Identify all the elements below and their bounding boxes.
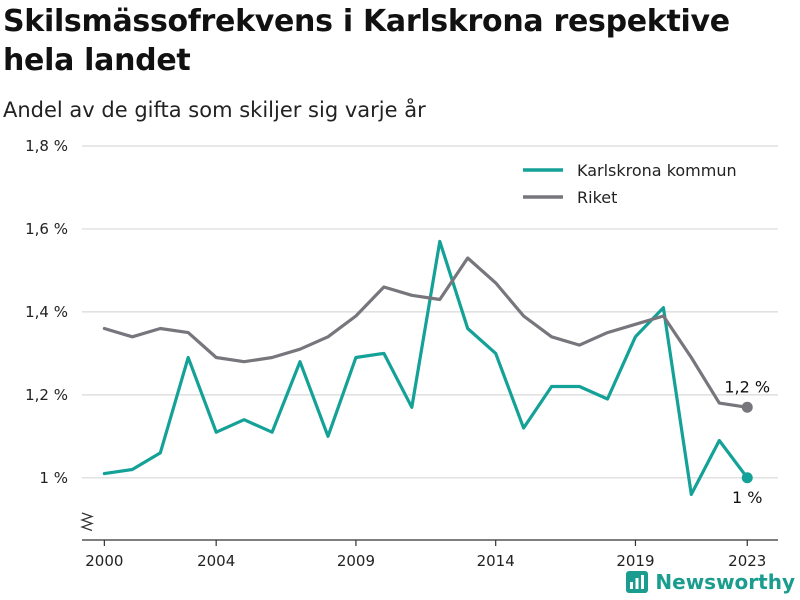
newsworthy-brand: Newsworthy [625,570,795,594]
series-end-marker-0 [741,472,753,484]
y-tick-label: 1,2 % [25,386,68,404]
series-line-0 [102,239,749,496]
y-axis-ticks: 1 % 1,2 % 1,4 % 1,6 % 1,8 % [25,137,68,487]
series-end-label-0: 1 % [732,488,762,507]
series-end-marker-1 [741,401,753,413]
chart-title: Skilsmässofrekvens i Karlskrona respekti… [3,4,730,78]
series-line-1 [102,256,749,409]
series-lines: 1 % 1,2 % [102,239,770,507]
legend-label-0: Karlskrona kommun [577,161,737,180]
chart-subtitle: Andel av de gifta som skiljer sig varje … [3,98,426,122]
gridlines [82,145,778,479]
y-tick-label: 1,8 % [25,137,68,155]
newsworthy-logo-icon [626,571,649,593]
y-tick-label: 1 % [39,469,68,487]
x-tick-label: 2004 [197,552,235,570]
legend-label-1: Riket [577,188,617,207]
axis-break-icon [80,512,94,532]
x-tick-label: 2014 [477,552,515,570]
x-tick-label: 2023 [728,552,766,570]
x-axis: 2000 2004 2009 2014 2019 2023 [80,512,778,570]
y-tick-label: 1,6 % [25,220,68,238]
x-tick-label: 2000 [85,552,123,570]
y-tick-label: 1,4 % [25,303,68,321]
series-end-label-1: 1,2 % [724,377,770,396]
legend: Karlskrona kommun Riket [523,161,737,207]
x-tick-label: 2019 [616,552,654,570]
x-tick-label: 2009 [337,552,375,570]
brand-name: Newsworthy [655,570,795,594]
